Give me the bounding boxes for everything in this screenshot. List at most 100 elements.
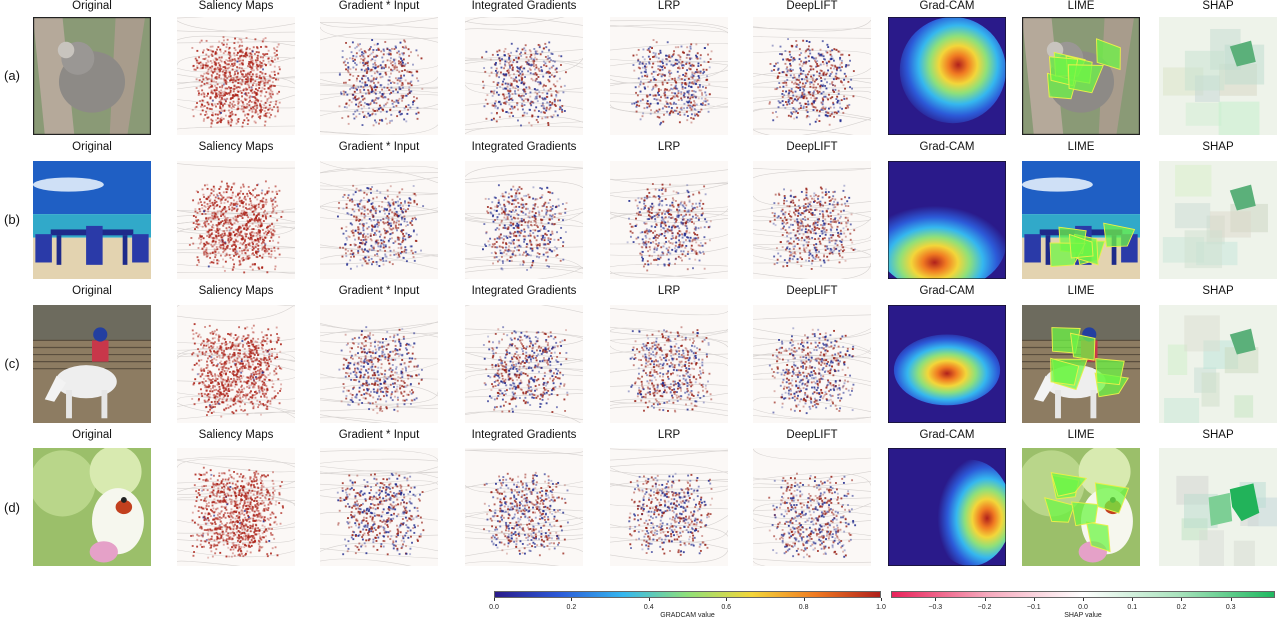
panel-image xyxy=(320,17,438,135)
panel-image xyxy=(177,17,295,135)
shap-colorbar-label: SHAP value xyxy=(1064,612,1102,619)
panel-image xyxy=(465,17,583,135)
column-title: DeepLIFT xyxy=(786,0,838,12)
panel-lrp xyxy=(610,305,728,423)
panel-integrated-gradients xyxy=(465,17,583,135)
panel-gradient-input xyxy=(320,161,438,279)
colorbar-tickmark xyxy=(1181,598,1183,601)
panel-image xyxy=(320,305,438,423)
column-title: Grad-CAM xyxy=(919,285,975,297)
panel-original xyxy=(33,448,151,566)
panel-image xyxy=(1159,305,1277,423)
column-title: LIME xyxy=(1067,429,1095,441)
colorbar-tick-label: 0.0 xyxy=(1078,604,1088,611)
colorbar-tick-label: 1.0 xyxy=(876,604,886,611)
panel-original xyxy=(33,161,151,279)
panel-shap xyxy=(1159,305,1277,423)
panel-lrp xyxy=(610,17,728,135)
column-title: DeepLIFT xyxy=(786,141,838,153)
colorbar-tickmark xyxy=(1083,598,1084,601)
panel-image xyxy=(177,161,295,279)
panel-saliency-maps xyxy=(177,17,295,135)
column-title: Integrated Gradients xyxy=(471,141,577,153)
column-title: Integrated Gradients xyxy=(471,0,577,12)
panel-lime xyxy=(1022,448,1140,566)
panel-image xyxy=(465,305,583,423)
panel-image xyxy=(888,305,1006,423)
panel-lrp xyxy=(610,161,728,279)
panel-grad-cam xyxy=(888,448,1006,566)
column-title: SHAP xyxy=(1202,429,1234,441)
column-title: DeepLIFT xyxy=(786,285,838,297)
column-title: Original xyxy=(72,0,112,12)
column-title: Original xyxy=(72,285,112,297)
column-title: SHAP xyxy=(1202,285,1234,297)
gradcam-colorbar: 0.0 0.2 0.4 0.6 0.8 1.0 GRADCAM value xyxy=(489,591,886,625)
column-title: Gradient * Input xyxy=(338,141,420,153)
explanation-grid: (a) Original Saliency Maps Gradient * Input… xyxy=(4,0,1277,566)
panel-shap xyxy=(1159,161,1277,279)
panel-image xyxy=(33,161,151,279)
column-title: LRP xyxy=(657,429,681,441)
panel-original xyxy=(33,305,151,423)
panel-image xyxy=(1022,17,1140,135)
column-title: Grad-CAM xyxy=(919,429,975,441)
column-title: Gradient * Input xyxy=(338,0,420,12)
panel-integrated-gradients xyxy=(465,161,583,279)
colorbar-tick-label: 0.2 xyxy=(566,604,577,611)
panel-image xyxy=(753,448,871,566)
colorbar-tickmark xyxy=(648,598,650,601)
panel-deeplift xyxy=(753,448,871,566)
panel-image xyxy=(465,161,583,279)
panel-image xyxy=(610,448,728,566)
panel-image xyxy=(177,305,295,423)
column-title: Original xyxy=(72,429,112,441)
column-title: LIME xyxy=(1067,285,1095,297)
panel-grad-cam xyxy=(888,305,1006,423)
panel-gradient-input xyxy=(320,305,438,423)
colorbar-tickmark xyxy=(881,598,882,601)
panel-shap xyxy=(1159,17,1277,135)
column-title: Integrated Gradients xyxy=(471,285,577,297)
panel-deeplift xyxy=(753,17,871,135)
panel-image xyxy=(753,17,871,135)
panel-image xyxy=(888,448,1006,566)
panel-saliency-maps xyxy=(177,305,295,423)
colorbar-tickmark xyxy=(726,598,728,601)
column-title: LRP xyxy=(657,141,681,153)
panel-lime xyxy=(1022,17,1140,135)
colorbar-tick-label: −0.2 xyxy=(977,604,992,611)
shap-gradient-bar xyxy=(891,591,1275,598)
colorbar-tick-label: 0.1 xyxy=(1127,604,1138,611)
panel-image xyxy=(753,161,871,279)
colorbar-tickmark xyxy=(984,598,986,601)
colorbar-tickmark xyxy=(494,598,495,601)
row-label: (d) xyxy=(4,500,20,515)
column-title: Saliency Maps xyxy=(198,285,274,297)
panel-image xyxy=(888,17,1006,135)
colorbar-tickmark xyxy=(1033,598,1035,601)
panel-grad-cam xyxy=(888,17,1006,135)
column-title: Grad-CAM xyxy=(919,0,975,12)
panel-saliency-maps xyxy=(177,161,295,279)
column-title: LIME xyxy=(1067,0,1095,12)
panel-lrp xyxy=(610,448,728,566)
panel-image xyxy=(610,161,728,279)
row-label: (a) xyxy=(4,68,20,83)
panel-grad-cam xyxy=(888,161,1006,279)
panel-image xyxy=(1022,161,1140,279)
panel-image xyxy=(753,305,871,423)
colorbar-tick-label: 0.8 xyxy=(798,604,809,611)
column-title: SHAP xyxy=(1202,141,1234,153)
panel-image xyxy=(33,448,151,566)
panel-deeplift xyxy=(753,305,871,423)
panel-integrated-gradients xyxy=(465,448,583,566)
panel-saliency-maps xyxy=(177,448,295,566)
panel-gradient-input xyxy=(320,17,438,135)
column-title: Gradient * Input xyxy=(338,285,420,297)
panel-image xyxy=(1159,161,1277,279)
column-title: LRP xyxy=(657,0,681,12)
colorbar-tick-label: 0.2 xyxy=(1176,604,1187,611)
panel-gradient-input xyxy=(320,448,438,566)
panel-image xyxy=(1159,17,1277,135)
